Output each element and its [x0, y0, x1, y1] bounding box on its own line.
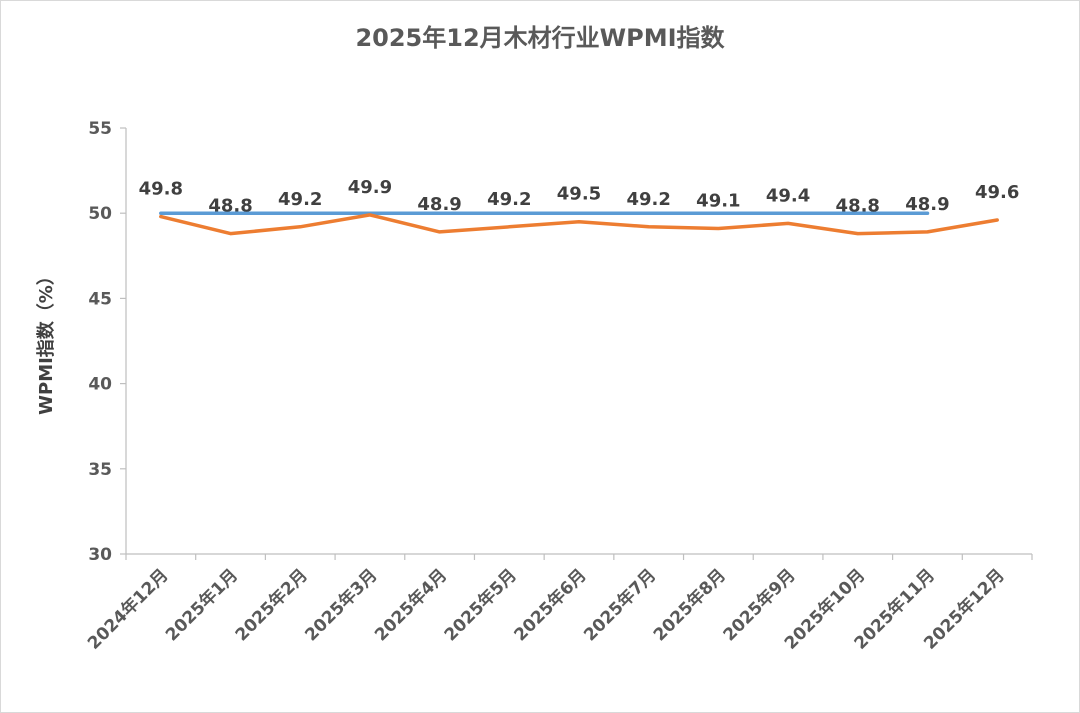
x-tick-label: 2025年2月: [231, 565, 312, 646]
chart-title: 2025年12月木材行业WPMI指数: [355, 24, 725, 52]
data-label: 49.6: [975, 182, 1019, 203]
data-label: 48.8: [836, 196, 880, 217]
data-label: 49.2: [278, 189, 322, 210]
y-tick-label: 40: [88, 375, 112, 395]
y-tick-label: 30: [88, 545, 112, 565]
y-tick-label: 45: [88, 289, 112, 309]
y-tick-label: 55: [88, 119, 112, 139]
data-label: 49.4: [766, 185, 810, 206]
x-tick-label: 2025年6月: [510, 565, 591, 646]
data-label: 49.1: [696, 191, 740, 212]
data-label: 48.9: [417, 194, 461, 215]
x-tick-label: 2025年5月: [440, 565, 521, 646]
x-tick-label: 2025年4月: [370, 565, 451, 646]
y-tick-label: 50: [88, 204, 112, 224]
data-label: 49.9: [348, 177, 392, 198]
x-tick-label: 2025年7月: [580, 565, 661, 646]
data-label: 49.2: [487, 189, 531, 210]
data-label: 49.5: [557, 184, 601, 205]
series-line-wpmi: [159, 213, 999, 236]
x-tick-label: 2025年8月: [649, 565, 730, 646]
x-tick-label: 2025年3月: [301, 565, 382, 646]
y-tick-label: 35: [88, 460, 112, 480]
data-label: 49.8: [139, 179, 183, 200]
data-label: 48.8: [208, 196, 252, 217]
x-tick-label: 2025年1月: [161, 565, 242, 646]
x-tick-label: 2024年12月: [83, 565, 172, 654]
data-label: 49.2: [626, 189, 670, 210]
data-label: 48.9: [905, 194, 949, 215]
y-axis-title: WPMI指数（%）: [35, 267, 57, 415]
